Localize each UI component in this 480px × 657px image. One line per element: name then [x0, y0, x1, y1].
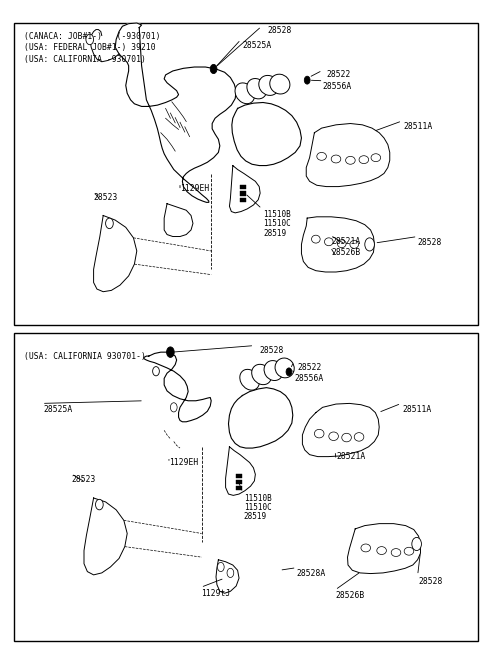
- Text: 28511A: 28511A: [402, 405, 432, 414]
- Ellipse shape: [312, 235, 320, 243]
- Bar: [236, 486, 242, 490]
- Polygon shape: [229, 166, 260, 213]
- Ellipse shape: [240, 369, 259, 390]
- Text: 28556A: 28556A: [295, 374, 324, 384]
- Text: 28511A: 28511A: [403, 122, 432, 131]
- Circle shape: [96, 499, 103, 510]
- Polygon shape: [228, 388, 293, 448]
- Polygon shape: [164, 204, 193, 237]
- Text: 28519: 28519: [244, 512, 267, 522]
- Circle shape: [153, 367, 159, 376]
- Bar: [236, 480, 242, 484]
- Bar: [240, 185, 246, 189]
- Bar: [240, 198, 246, 202]
- Ellipse shape: [247, 79, 267, 99]
- Polygon shape: [301, 217, 374, 272]
- Ellipse shape: [354, 432, 364, 442]
- Ellipse shape: [350, 240, 359, 248]
- Ellipse shape: [391, 549, 401, 556]
- Circle shape: [210, 64, 217, 74]
- Ellipse shape: [346, 156, 355, 164]
- Text: (USA: CALIFORNIA -930701): (USA: CALIFORNIA -930701): [24, 55, 146, 64]
- Text: 28528: 28528: [268, 26, 292, 35]
- Ellipse shape: [275, 358, 294, 378]
- Text: 11510C: 11510C: [244, 503, 272, 512]
- Ellipse shape: [264, 361, 283, 380]
- Text: 11510B: 11510B: [244, 494, 272, 503]
- Polygon shape: [306, 124, 390, 187]
- Text: (CANACA: JOB#1-)   (-930701): (CANACA: JOB#1-) (-930701): [24, 32, 160, 41]
- Text: 1129EH: 1129EH: [180, 184, 209, 193]
- Text: 28528: 28528: [419, 577, 443, 586]
- Ellipse shape: [324, 238, 333, 246]
- Circle shape: [365, 238, 374, 251]
- Text: (USA: FEDERAL JOB#1-) 39210: (USA: FEDERAL JOB#1-) 39210: [24, 43, 156, 53]
- Bar: [236, 474, 242, 478]
- Polygon shape: [84, 498, 127, 575]
- Circle shape: [86, 34, 94, 45]
- Ellipse shape: [259, 76, 279, 95]
- Ellipse shape: [342, 434, 351, 442]
- Text: 28528A: 28528A: [297, 569, 326, 578]
- Circle shape: [167, 347, 174, 357]
- Text: 28519: 28519: [263, 229, 286, 238]
- Circle shape: [304, 76, 310, 84]
- Circle shape: [217, 562, 224, 572]
- Ellipse shape: [235, 83, 254, 104]
- Polygon shape: [216, 560, 239, 593]
- Text: 28521A: 28521A: [336, 452, 365, 461]
- Text: 28522: 28522: [326, 70, 351, 79]
- Ellipse shape: [331, 155, 341, 163]
- Polygon shape: [115, 23, 236, 202]
- Bar: [14, 333, 478, 641]
- Text: 28525A: 28525A: [43, 405, 72, 414]
- Text: 28523: 28523: [94, 193, 118, 202]
- Text: 11510C: 11510C: [263, 219, 291, 229]
- Circle shape: [227, 568, 234, 578]
- Polygon shape: [144, 352, 211, 422]
- Ellipse shape: [371, 154, 381, 162]
- Text: 28522: 28522: [298, 363, 322, 372]
- Polygon shape: [348, 524, 420, 574]
- Text: 28521A: 28521A: [331, 237, 360, 246]
- Text: 28556A: 28556A: [323, 82, 352, 91]
- Polygon shape: [302, 403, 379, 457]
- Circle shape: [286, 368, 292, 376]
- Text: (USA: CALIFORNIA 930701-): (USA: CALIFORNIA 930701-): [24, 352, 146, 361]
- Ellipse shape: [270, 74, 290, 94]
- Ellipse shape: [329, 432, 338, 440]
- Text: 28526B: 28526B: [331, 248, 360, 258]
- Text: 28525A: 28525A: [242, 41, 272, 50]
- Ellipse shape: [252, 365, 272, 384]
- Ellipse shape: [361, 544, 371, 552]
- Circle shape: [106, 218, 113, 229]
- Bar: [14, 23, 478, 325]
- Ellipse shape: [377, 547, 386, 555]
- Ellipse shape: [314, 430, 324, 438]
- Polygon shape: [94, 215, 137, 292]
- Ellipse shape: [337, 240, 346, 248]
- Polygon shape: [232, 102, 301, 166]
- Text: 28526B: 28526B: [335, 591, 364, 600]
- Text: 1129tJ: 1129tJ: [201, 589, 230, 598]
- Circle shape: [170, 403, 177, 412]
- Ellipse shape: [359, 156, 369, 164]
- Text: 11510B: 11510B: [263, 210, 291, 219]
- Text: 28528: 28528: [259, 346, 284, 355]
- Ellipse shape: [404, 547, 414, 555]
- Text: 1129EH: 1129EH: [169, 458, 198, 467]
- Text: 28528: 28528: [418, 238, 442, 247]
- Polygon shape: [226, 447, 255, 495]
- Ellipse shape: [317, 152, 326, 160]
- Circle shape: [412, 537, 421, 551]
- Text: 28523: 28523: [71, 475, 96, 484]
- Bar: [240, 191, 246, 196]
